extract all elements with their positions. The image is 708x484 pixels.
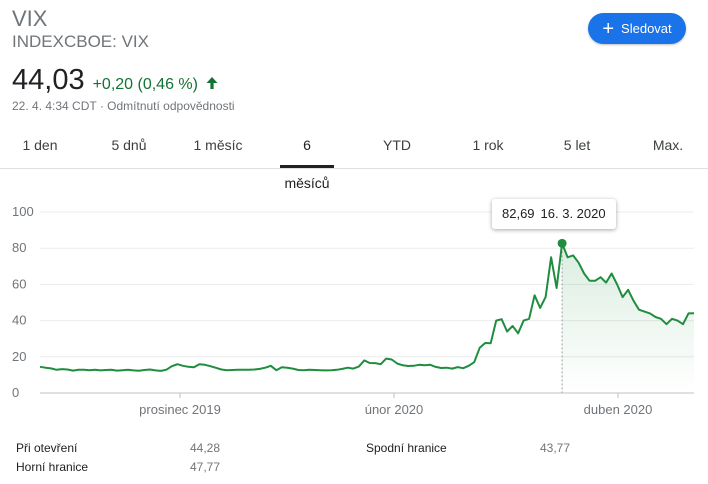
- series-line: [39, 242, 695, 372]
- tab-ytd[interactable]: YTD: [372, 126, 422, 168]
- stat-low-label: Spodní hranice: [366, 441, 447, 455]
- y-tick-label: 80: [12, 240, 26, 255]
- stat-open-value: 44,28: [190, 441, 221, 455]
- chart-area-fill: [562, 243, 694, 393]
- tab-1-mesic[interactable]: 1 měsíc: [184, 126, 252, 168]
- stat-high-value: 47,77: [190, 460, 221, 474]
- y-tick-label: 20: [12, 349, 26, 364]
- price-row: 44,03 +0,20 (0,46 %): [12, 64, 219, 97]
- stat-open-label: Při otevření: [16, 441, 78, 455]
- y-tick-label: 0: [12, 385, 19, 400]
- y-tick-label: 60: [12, 276, 26, 291]
- y-tick-label: 40: [12, 313, 26, 328]
- chart-tooltip: 82,69 16. 3. 2020: [492, 199, 616, 229]
- tab-1-den[interactable]: 1 den: [12, 126, 68, 168]
- tab-label: 6 měsíců: [284, 137, 330, 191]
- price-change: +0,20 (0,46 %): [93, 76, 220, 94]
- follow-button[interactable]: + Sledovat: [588, 13, 686, 44]
- x-tick-label: únor 2020: [365, 402, 424, 417]
- tab-max[interactable]: Max.: [644, 126, 692, 168]
- tab-label: 1 den: [22, 137, 58, 153]
- range-tabs: 1 den 5 dnů 1 měsíc 6 měsíců YTD 1 rok 5…: [0, 126, 708, 191]
- x-tick-label: duben 2020: [584, 402, 653, 417]
- tooltip-date: 16. 3. 2020: [540, 206, 606, 221]
- tab-label: YTD: [383, 137, 411, 153]
- tab-label: 5 let: [563, 137, 591, 153]
- exchange-label: INDEXCBOE: VIX: [12, 32, 149, 51]
- follow-button-label: Sledovat: [621, 21, 672, 36]
- tab-6-mesicu[interactable]: 6 měsíců: [280, 126, 334, 191]
- tab-5-dnu[interactable]: 5 dnů: [100, 126, 158, 168]
- tab-label: 1 rok: [472, 137, 504, 153]
- chart-gridlines: [40, 211, 694, 394]
- current-price: 44,03: [12, 64, 85, 96]
- x-tick-label: prosinec 2019: [139, 402, 221, 417]
- tab-label: Max.: [652, 137, 684, 153]
- timestamp-disclaimer: 22. 4. 4:34 CDT · Odmítnutí odpovědnosti: [12, 99, 235, 113]
- stat-high-label: Horní hranice: [16, 460, 89, 474]
- arrow-up-icon: [206, 77, 218, 89]
- x-axis-ticks: prosinec 2019 únor 2020 duben 2020: [139, 393, 652, 417]
- y-tick-label: 100: [12, 204, 34, 219]
- highlight-point: [557, 238, 567, 248]
- plus-icon: +: [602, 17, 615, 40]
- price-chart[interactable]: 0 20 40 60 80 100 prosinec 2019 únor 2020 duben…: [0, 178, 708, 423]
- y-axis-labels: 0 20 40 60 80 100: [12, 204, 34, 400]
- tooltip-value: 82,69: [502, 206, 535, 221]
- tab-1-rok[interactable]: 1 rok: [462, 126, 514, 168]
- stock-symbol: VIX: [12, 6, 48, 31]
- price-change-value: +0,20 (0,46 %): [92, 76, 198, 93]
- tab-label: 1 měsíc: [193, 137, 243, 153]
- stat-low-value: 43,77: [540, 441, 571, 455]
- tab-label: 5 dnů: [111, 137, 147, 153]
- tab-5-let[interactable]: 5 let: [550, 126, 604, 168]
